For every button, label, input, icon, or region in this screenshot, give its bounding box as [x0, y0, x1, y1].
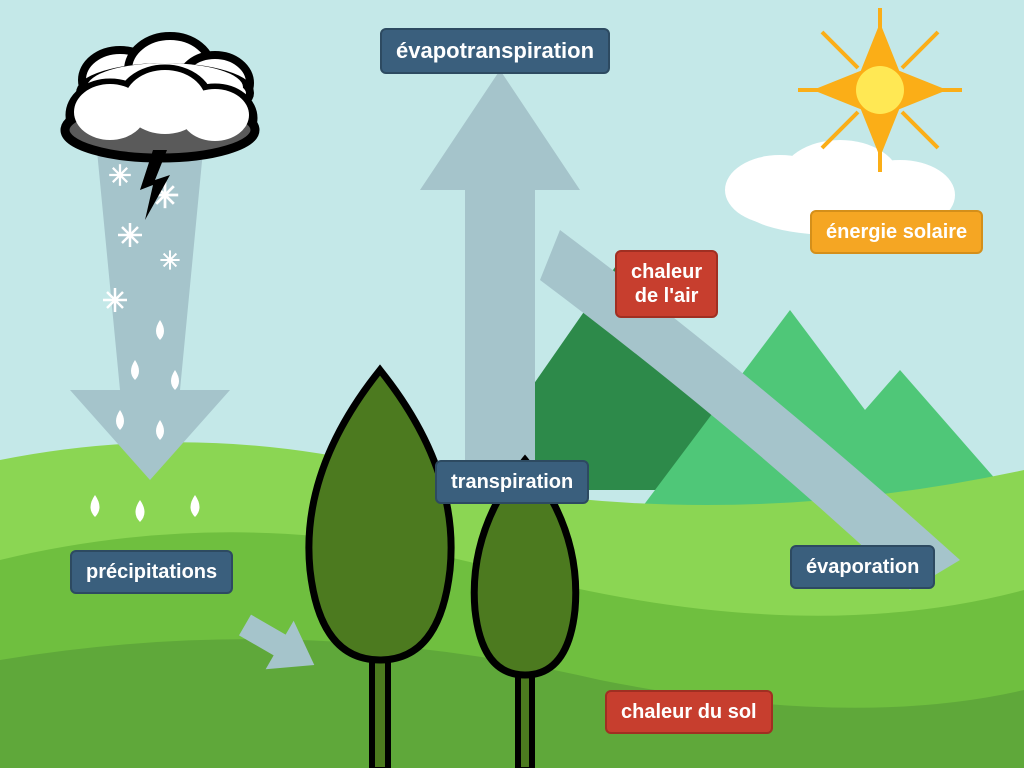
label-transpiration: transpiration	[435, 460, 589, 504]
water-cycle-diagram: évapotranspiration énergie solaire chale…	[0, 0, 1024, 768]
label-evaporation: évaporation	[790, 545, 935, 589]
background-svg	[0, 0, 1024, 768]
sun-icon	[798, 8, 962, 172]
label-precipitations: précipitations	[70, 550, 233, 594]
label-evapotranspiration: évapotranspiration	[380, 28, 610, 74]
label-energie-solaire: énergie solaire	[810, 210, 983, 254]
label-chaleur-sol: chaleur du sol	[605, 690, 773, 734]
label-chaleur-air: chaleur de l'air	[615, 250, 718, 318]
